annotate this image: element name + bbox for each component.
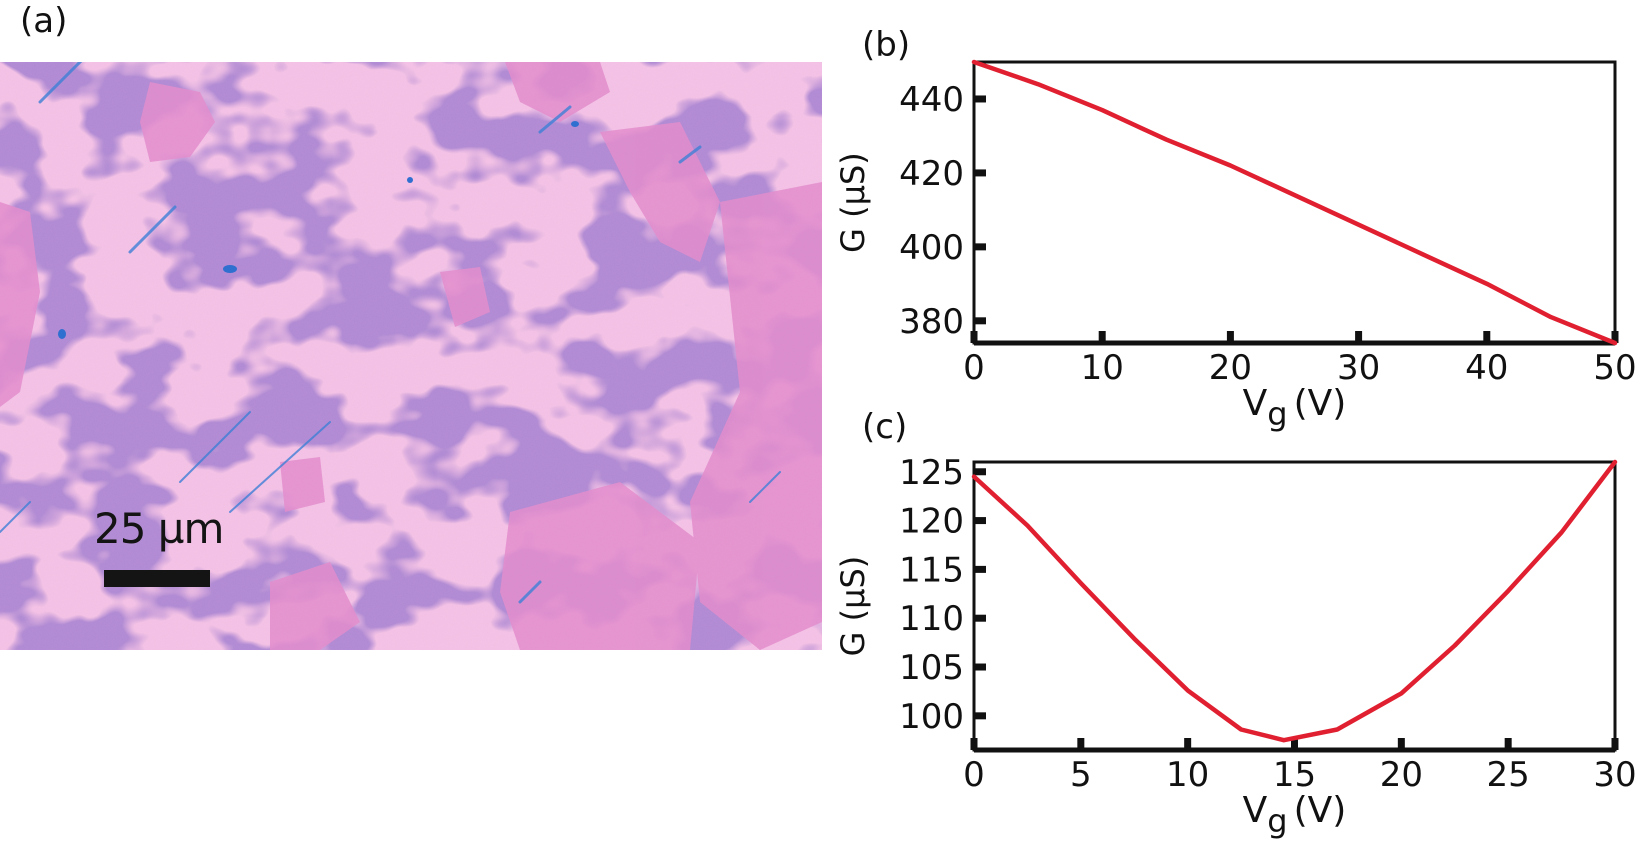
plot-frame-c	[972, 460, 1617, 752]
x-tick-label-c-3: 15	[1273, 755, 1316, 795]
y-tick-label-b-2: 420	[899, 154, 964, 194]
y-tick-label-c-0: 100	[899, 697, 964, 737]
x-tick-label-b-1: 10	[1081, 348, 1124, 388]
x-tick-label-b-2: 20	[1209, 348, 1252, 388]
y-tick-label-c-2: 110	[899, 599, 964, 639]
y-tick-label-c-1: 105	[899, 648, 964, 688]
x-tick-label-c-4: 20	[1380, 755, 1423, 795]
x-tick-label-b-0: 0	[963, 348, 985, 388]
x-tick-label-c-5: 25	[1487, 755, 1530, 795]
x-tick-label-b-5: 50	[1593, 348, 1636, 388]
scale-bar-label: 25 µm	[94, 504, 224, 553]
y-tick-label-b-1: 400	[899, 228, 964, 268]
series-line-c-0	[971, 459, 1618, 743]
micrograph-image	[0, 62, 822, 650]
x-tick-label-c-2: 10	[1166, 755, 1209, 795]
micrograph-blue-streaks	[0, 62, 781, 604]
panel-label-b: (b)	[862, 25, 911, 65]
x-tick-label-c-6: 30	[1593, 755, 1636, 795]
x-tick-label-b-3: 30	[1337, 348, 1380, 388]
micrograph-blue-spots	[58, 121, 579, 339]
x-axis-label-b: Vg (V)	[1243, 383, 1347, 433]
y-tick-label-b-3: 440	[899, 80, 964, 120]
y-tick-label-b-0: 380	[899, 302, 964, 342]
y-axis-label-b: G (µS)	[834, 152, 872, 253]
x-tick-label-c-1: 5	[1070, 755, 1092, 795]
y-tick-label-c-3: 115	[899, 550, 964, 590]
panel-label-a: (a)	[20, 1, 68, 41]
scale-bar	[104, 570, 210, 587]
y-tick-label-c-5: 125	[899, 453, 964, 493]
x-tick-label-b-4: 40	[1465, 348, 1508, 388]
y-tick-label-c-4: 120	[899, 502, 964, 542]
x-axis-label-c: Vg (V)	[1243, 790, 1347, 840]
y-axis-label-c: G (µS)	[834, 556, 872, 657]
panel-label-c: (c)	[862, 407, 908, 447]
x-tick-label-c-0: 0	[963, 755, 985, 795]
